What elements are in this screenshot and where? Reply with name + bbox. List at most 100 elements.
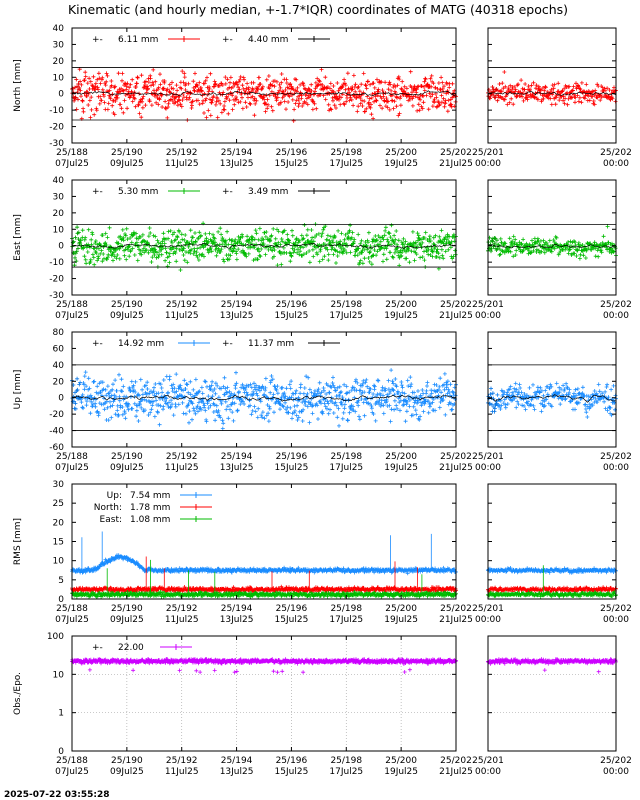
- panels: North [mm]403020100-10-20-3025/18807Jul2…: [13, 24, 632, 777]
- obs-points: [70, 657, 458, 675]
- panel-obs: Obs./Epo.100101025/18807Jul2525/19009Jul…: [13, 632, 632, 777]
- y-tick-label: 40: [53, 176, 65, 186]
- x-tick-date-label: 07Jul25: [55, 615, 89, 625]
- x-tick-label: 25/190: [111, 756, 143, 766]
- x-tick-label: 25/196: [276, 148, 308, 158]
- x-tick-label: 25/200: [385, 452, 417, 462]
- y-tick-label: 10: [53, 225, 65, 235]
- plot-frame: [487, 179, 617, 296]
- plot-frame: [71, 179, 457, 296]
- y-tick-label: 40: [53, 24, 65, 34]
- x-tick-label: 25/188: [56, 604, 88, 614]
- y-tick-label: 80: [53, 328, 65, 338]
- y-tick-label: 0: [58, 747, 64, 757]
- figure-title: Kinematic (and hourly median, +-1.7*IQR)…: [68, 2, 568, 17]
- y-tick-label: -20: [49, 275, 64, 285]
- y-tick-label: 0: [58, 90, 64, 100]
- legend-entry: +- 3.49 mm: [222, 187, 330, 197]
- x-tick-label: 25/198: [330, 604, 362, 614]
- x-tick-date-label: 00:00: [603, 463, 629, 473]
- legend-entry: +- 14.92 mm: [92, 339, 210, 349]
- y-tick-label: 5: [58, 576, 64, 586]
- x-tick-label: 25/198: [330, 756, 362, 766]
- x-tick-date-label: 11Jul25: [165, 311, 199, 321]
- x-tick-date-label: 21Jul25: [439, 463, 473, 473]
- y-tick-label: -10: [49, 106, 64, 116]
- legend-entry: +- 11.37 mm: [222, 339, 340, 349]
- rms-series-points: [486, 566, 618, 575]
- up-points: [486, 381, 618, 419]
- x-tick-label: 25/196: [276, 756, 308, 766]
- x-tick-date-label: 13Jul25: [220, 159, 254, 169]
- x-tick-label: 25/201: [472, 300, 504, 310]
- y-tick-label: -20: [49, 123, 64, 133]
- legend-value: 1.08 mm: [130, 515, 170, 525]
- y-axis-label: North [mm]: [13, 59, 23, 112]
- x-tick-label: 25/192: [166, 148, 198, 158]
- x-tick-date-label: 00:00: [603, 767, 629, 777]
- y-tick-label: 30: [53, 480, 65, 490]
- x-tick-label: 25/201: [472, 604, 504, 614]
- x-tick-date-label: 15Jul25: [275, 311, 309, 321]
- panel-east: East [mm] 40 30 20 10 0 -10 -20 -3025/18807Jul25…: [13, 176, 632, 321]
- plot-frame: [71, 483, 457, 600]
- y-tick-label: 1: [58, 709, 64, 719]
- x-tick-date-label: 15Jul25: [275, 159, 309, 169]
- x-tick-date-label: 09Jul25: [110, 463, 144, 473]
- x-tick-label: 25/198: [330, 300, 362, 310]
- north-median-line: [487, 91, 616, 96]
- y-tick-label: 0: [58, 242, 64, 252]
- north-median-line: [71, 90, 456, 96]
- x-tick-label: 25/202: [600, 756, 632, 766]
- x-tick-date-label: 00:00: [475, 463, 501, 473]
- legend-value: 6.11 mm: [118, 35, 158, 45]
- plot-frame: [71, 331, 457, 448]
- legend-marker: +-: [92, 339, 103, 349]
- x-tick-date-label: 07Jul25: [55, 463, 89, 473]
- rms-series-points: [70, 556, 458, 594]
- plot-frame: [71, 27, 457, 144]
- x-tick-date-label: 19Jul25: [384, 615, 418, 625]
- legend-value: 4.40 mm: [248, 35, 288, 45]
- x-tick-date-label: 19Jul25: [384, 311, 418, 321]
- y-tick-label: -20: [49, 410, 64, 420]
- x-tick-date-label: 07Jul25: [55, 311, 89, 321]
- x-tick-date-label: 11Jul25: [165, 615, 199, 625]
- y-tick-label: 100: [47, 632, 64, 642]
- y-axis-label: Obs./Epo.: [13, 672, 23, 715]
- y-tick-label: 30: [53, 192, 65, 202]
- x-tick-label: 25/201: [472, 452, 504, 462]
- x-tick-label: 25/202: [440, 300, 472, 310]
- footer-timestamp: 2025-07-22 03:55:28: [4, 790, 109, 800]
- x-tick-date-label: 00:00: [603, 311, 629, 321]
- x-tick-date-label: 11Jul25: [165, 159, 199, 169]
- x-tick-date-label: 09Jul25: [110, 767, 144, 777]
- y-tick-label: 20: [53, 57, 65, 67]
- y-axis-label: Up [mm]: [13, 370, 23, 410]
- legend-entry: +- 6.11 mm: [92, 35, 200, 45]
- x-tick-label: 25/188: [56, 148, 88, 158]
- legend-entry: +- 5.30 mm: [92, 187, 200, 197]
- x-tick-date-label: 00:00: [603, 615, 629, 625]
- x-tick-date-label: 21Jul25: [439, 615, 473, 625]
- x-tick-label: 25/190: [111, 604, 143, 614]
- x-tick-date-label: 07Jul25: [55, 767, 89, 777]
- x-tick-date-label: 17Jul25: [329, 159, 363, 169]
- x-tick-label: 25/190: [111, 148, 143, 158]
- x-tick-label: 25/198: [330, 148, 362, 158]
- y-tick-label: 15: [53, 538, 64, 548]
- legend-value: 22.00: [118, 643, 144, 653]
- legend-value: 14.92 mm: [118, 339, 164, 349]
- up-median-line: [71, 395, 456, 402]
- y-tick-label: 20: [53, 377, 65, 387]
- north-points: [70, 67, 458, 123]
- x-tick-label: 25/194: [221, 148, 253, 158]
- x-tick-label: 25/200: [385, 756, 417, 766]
- x-tick-label: 25/200: [385, 148, 417, 158]
- x-tick-label: 25/202: [440, 756, 472, 766]
